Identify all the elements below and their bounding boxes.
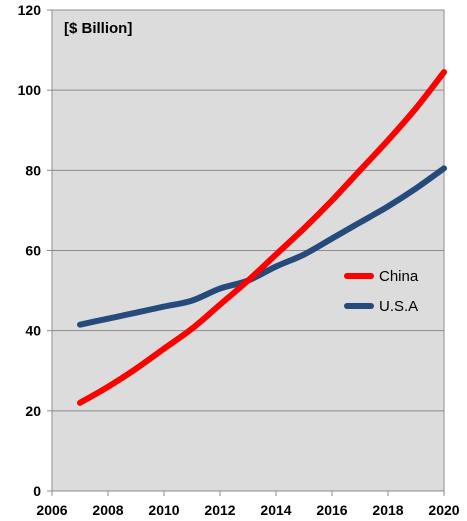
y-axis-ticks: 0 20 40 60 80 100 120 [18, 2, 52, 499]
y-tick-label: 80 [25, 162, 41, 178]
x-tick-label: 2018 [372, 502, 403, 518]
x-tick-label: 2014 [260, 502, 291, 518]
x-tick-label: 2020 [428, 502, 459, 518]
y-tick-label: 40 [25, 323, 41, 339]
x-tick-label: 2006 [36, 502, 67, 518]
x-tick-label: 2008 [92, 502, 123, 518]
legend-label: U.S.A [379, 298, 418, 315]
y-tick-label: 60 [25, 243, 41, 259]
series-line-china [77, 69, 447, 406]
y-tick-label: 0 [33, 483, 41, 499]
x-tick-label: 2010 [148, 502, 179, 518]
series-line-u-s-a [77, 165, 447, 328]
x-tick-label: 2012 [204, 502, 235, 518]
y-tick-label: 100 [18, 82, 42, 98]
legend: China U.S.A [344, 268, 419, 315]
series-lines [77, 69, 447, 406]
legend-label: China [379, 268, 419, 285]
y-tick-label: 20 [25, 403, 41, 419]
x-axis-ticks: 2006 2008 2010 2012 2014 2016 2018 2020 [36, 491, 460, 518]
gridlines [52, 89, 444, 412]
y-tick-label: 120 [18, 2, 42, 18]
unit-label: [$ Billion] [64, 20, 132, 37]
x-tick-label: 2016 [316, 502, 347, 518]
